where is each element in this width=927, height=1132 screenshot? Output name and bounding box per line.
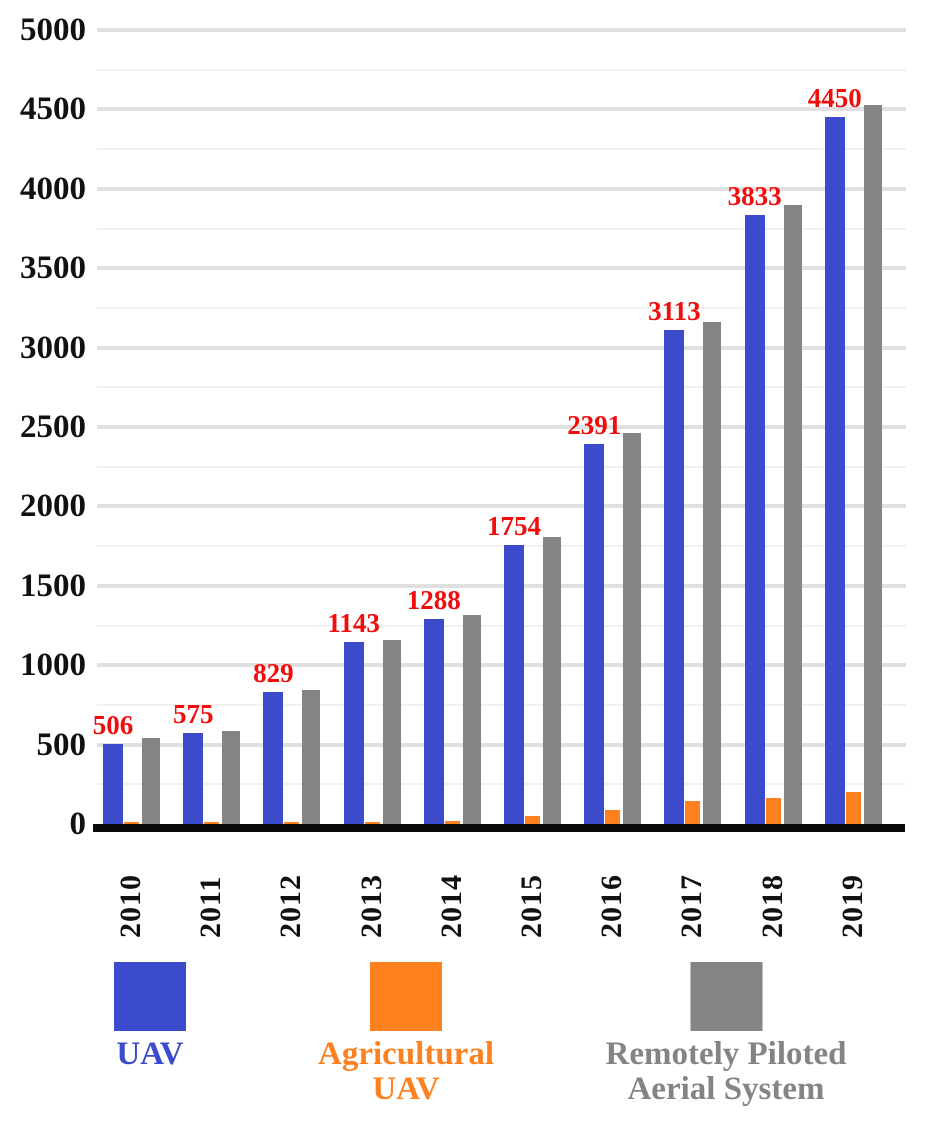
data-label-2018: 3833 [727, 181, 782, 212]
minor-gridline-1750 [97, 545, 906, 548]
minor-gridline-250 [97, 783, 906, 786]
legend-swatch-agricultural-uav [369, 962, 442, 1031]
bar-agricultural-uav-2017 [685, 800, 701, 824]
bar-remotely-piloted-aerial-system-2019 [863, 104, 882, 824]
y-tick-label-2500: 2500 [20, 409, 86, 445]
bar-agricultural-uav-2016 [605, 809, 621, 824]
minor-gridline-4750 [97, 68, 906, 71]
minor-gridline-750 [97, 703, 906, 706]
major-gridline-2500 [97, 425, 906, 429]
bar-remotely-piloted-aerial-system-2017 [703, 322, 722, 824]
x-tick-label-2013: 2013 [354, 874, 388, 938]
bar-agricultural-uav-2011 [204, 822, 220, 824]
data-label-2014: 1288 [406, 585, 461, 616]
bar-agricultural-uav-2018 [765, 797, 781, 824]
y-tick-label-3000: 3000 [20, 329, 86, 366]
major-gridline-1500 [97, 583, 906, 588]
legend-label-remotely-piloted-aerial-system-line-2: Aerial System [627, 1071, 825, 1107]
legend-item-uav: UAV [114, 962, 186, 1072]
x-tick-label-2017: 2017 [675, 874, 709, 938]
bar-uav-2015 [504, 545, 524, 824]
minor-gridline-2250 [97, 465, 906, 468]
bar-uav-2019 [824, 117, 845, 824]
data-label-2017: 3113 [648, 295, 701, 326]
major-gridline-1000 [97, 663, 906, 668]
x-tick-label-2014: 2014 [434, 874, 468, 938]
legend-label-uav-line-1: UAV [116, 1036, 184, 1072]
bar-uav-2013 [343, 642, 364, 824]
bar-remotely-piloted-aerial-system-2016 [623, 433, 642, 824]
bar-uav-2017 [664, 329, 685, 824]
y-tick-label-5000: 5000 [20, 12, 86, 48]
bar-remotely-piloted-aerial-system-2011 [222, 731, 241, 824]
bar-agricultural-uav-2014 [444, 820, 460, 824]
x-tick-label-2019: 2019 [835, 874, 869, 938]
bar-remotely-piloted-aerial-system-2012 [302, 689, 321, 824]
bar-uav-2011 [183, 732, 204, 824]
legend-item-remotely-piloted-aerial-system: Remotely Piloted Aerial System [605, 962, 847, 1107]
x-tick-label-2010: 2010 [114, 874, 147, 938]
data-label-2015: 1754 [487, 511, 541, 542]
bar-uav-2010 [103, 743, 123, 824]
x-tick-label-2012: 2012 [274, 874, 308, 938]
y-tick-label-0: 0 [69, 806, 87, 842]
x-tick-label-2015: 2015 [515, 874, 548, 938]
major-gridline-4500 [97, 107, 906, 112]
bar-uav-2012 [263, 692, 284, 824]
data-label-2010: 506 [92, 709, 134, 740]
y-tick-label-2000: 2000 [20, 488, 86, 525]
x-tick-label-2016: 2016 [595, 874, 629, 938]
major-gridline-3500 [97, 266, 906, 271]
y-tick-label-500: 500 [36, 726, 87, 763]
bar-remotely-piloted-aerial-system-2015 [543, 536, 561, 824]
minor-gridline-4250 [97, 148, 906, 151]
major-gridline-2000 [97, 504, 906, 509]
data-label-2016: 2391 [567, 410, 622, 441]
bar-uav-2014 [423, 619, 444, 824]
major-gridline-4000 [97, 186, 906, 191]
y-tick-label-4000: 4000 [20, 170, 86, 207]
y-tick-label-1000: 1000 [20, 647, 86, 684]
x-tick-label-2011: 2011 [194, 875, 228, 938]
bar-remotely-piloted-aerial-system-2014 [462, 615, 481, 824]
legend-item-agricultural-uav: Agricultural UAV [318, 962, 494, 1107]
minor-gridline-3250 [97, 306, 906, 309]
bar-agricultural-uav-2019 [845, 792, 861, 824]
data-label-2013: 1143 [327, 608, 380, 639]
bar-agricultural-uav-2012 [284, 821, 300, 824]
data-label-2019: 4450 [807, 83, 862, 114]
data-label-2011: 575 [172, 698, 214, 729]
bar-remotely-piloted-aerial-system-2018 [783, 204, 802, 824]
minor-gridline-3750 [97, 227, 906, 230]
bar-remotely-piloted-aerial-system-2010 [142, 738, 160, 824]
minor-gridline-1250 [97, 624, 906, 627]
bar-uav-2016 [584, 444, 605, 824]
x-tick-label-2018: 2018 [755, 874, 789, 938]
y-tick-label-1500: 1500 [20, 567, 86, 604]
bar-agricultural-uav-2010 [124, 822, 139, 824]
y-tick-label-4500: 4500 [20, 91, 86, 128]
legend-swatch-remotely-piloted-aerial-system [689, 962, 762, 1031]
y-tick-label-3500: 3500 [20, 250, 86, 287]
major-gridline-3000 [97, 345, 906, 350]
bar-remotely-piloted-aerial-system-2013 [382, 639, 401, 824]
bar-agricultural-uav-2015 [525, 816, 540, 824]
major-gridline-500 [97, 742, 906, 747]
bar-uav-2018 [744, 215, 765, 824]
x-axis-line [93, 824, 905, 832]
data-label-2012: 829 [253, 658, 294, 689]
legend-swatch-uav [114, 962, 186, 1031]
legend-label-agricultural-uav-line-1: Agricultural [318, 1036, 494, 1072]
major-gridline-5000 [97, 28, 906, 32]
minor-gridline-2750 [97, 386, 906, 389]
legend-label-agricultural-uav-line-2: UAV [372, 1071, 440, 1107]
bar-agricultural-uav-2013 [364, 821, 380, 824]
legend-label-remotely-piloted-aerial-system-line-1: Remotely Piloted [605, 1036, 847, 1072]
